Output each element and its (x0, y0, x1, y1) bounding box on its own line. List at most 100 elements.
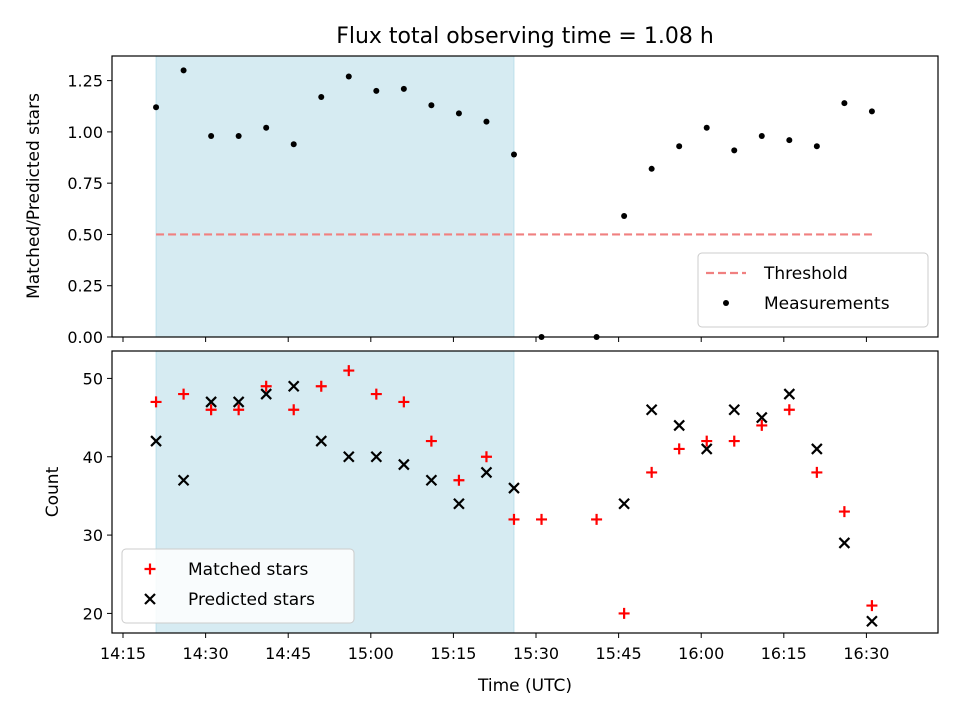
matched-stars-point (480, 451, 492, 463)
x-tick-label: 16:00 (678, 644, 724, 663)
matched-stars-point (591, 513, 603, 525)
predicted-stars-point (728, 403, 741, 416)
predicted-stars-point (232, 396, 245, 408)
top-y-tick-label: 1.25 (67, 72, 103, 91)
matched-stars-point (288, 404, 300, 416)
predicted-stars-point (315, 435, 328, 447)
x-tick-label: 15:00 (348, 644, 394, 663)
bottom-panel: 20 30 40 50 14:15 14:30 14:45 15:00 15:15 15:30 15… (83, 350, 939, 663)
matched-stars-point (233, 404, 245, 416)
x-tick-label: 16:30 (843, 644, 889, 663)
x-tick-label: 14:45 (265, 644, 311, 663)
predicted-stars-point (205, 396, 217, 408)
measurements-point (483, 118, 490, 125)
measurements-point (813, 143, 820, 150)
matched-stars-point (673, 443, 685, 455)
measurements-point (786, 137, 793, 144)
legend-matched-stars-swatch (144, 563, 156, 575)
matched-stars-point (811, 466, 823, 478)
matched-stars-point (343, 365, 355, 377)
legend-measurements-swatch (723, 300, 729, 306)
measurements-point (263, 124, 270, 131)
measurements-point (703, 124, 710, 131)
measurements-point (510, 151, 517, 158)
measurements-point (758, 132, 765, 139)
top-legend-box (697, 252, 929, 328)
top-y-axis-label: Matched/Predicted stars (24, 93, 44, 299)
predicted-stars-point (398, 458, 410, 471)
legend-label: Matched stars (188, 560, 308, 580)
matched-stars-point (508, 513, 520, 525)
predicted-stars-point (508, 482, 520, 494)
bottom-y-tick-label: 30 (83, 526, 103, 545)
x-tick-label: 15:15 (430, 644, 476, 663)
measurements-point (841, 100, 848, 107)
predicted-stars-point (343, 450, 355, 463)
bottom-y-tick-label: 50 (83, 369, 103, 388)
matched-stars-point (838, 506, 850, 518)
bottom-axes-frame (111, 350, 939, 634)
matched-stars-point (701, 435, 713, 447)
measurements-point (648, 165, 655, 172)
measurements-point (235, 132, 242, 139)
bottom-y-tick-label: 20 (83, 604, 103, 623)
top-y-tick-label: 0.75 (67, 174, 103, 193)
matched-stars-point (150, 396, 162, 408)
predicted-stars-point (425, 474, 438, 487)
chart-title: Flux total observing time = 1.08 h (336, 24, 714, 49)
measurements-point (593, 334, 600, 340)
measurements-point (318, 94, 325, 101)
predicted-stars-point (480, 466, 493, 479)
matched-stars-point (536, 513, 548, 525)
matched-stars-point (205, 404, 217, 416)
matched-stars-point (398, 396, 410, 408)
predicted-stars-point (700, 443, 713, 455)
top-y-tick-label: 0.50 (67, 225, 103, 244)
top-y-tick-label: 1.00 (67, 123, 103, 142)
measurements-point (676, 143, 683, 150)
matched-stars-point (178, 388, 190, 400)
matched-stars-point (783, 404, 795, 416)
legend-label: Threshold (763, 264, 848, 284)
x-axis-label: Time (UTC) (477, 676, 572, 696)
predicted-stars-point (618, 497, 630, 510)
predicted-stars-point (811, 443, 823, 455)
x-tick-label: 14:30 (183, 644, 229, 663)
measurements-point (428, 102, 435, 109)
measurements-point (538, 334, 545, 340)
bottom-y-tick-label: 40 (83, 448, 103, 467)
predicted-stars-point (177, 474, 190, 487)
matched-stars-point (756, 419, 768, 431)
measurements-point (290, 141, 297, 148)
predicted-stars-point (866, 615, 878, 628)
measurements-point (621, 212, 628, 219)
bottom-y-axis-label: Count (43, 466, 63, 517)
matched-stars-point (728, 435, 740, 447)
measurements-point (731, 147, 738, 154)
x-tick-label: 15:45 (596, 644, 642, 663)
measurements-point (455, 110, 462, 117)
x-tick-label: 14:15 (100, 644, 146, 663)
predicted-stars-point (150, 435, 162, 447)
measurements-point (345, 73, 352, 80)
matched-stars-point (260, 380, 272, 392)
measurements-point (153, 104, 160, 111)
legend-predicted-stars-swatch (144, 593, 156, 605)
predicted-stars-point (838, 537, 851, 549)
predicted-stars-point (287, 380, 300, 393)
measurements-point (868, 108, 875, 115)
top-shaded-interval (155, 55, 515, 338)
measurements-point (180, 67, 187, 74)
x-tick-label: 15:30 (513, 644, 559, 663)
predicted-stars-point (370, 450, 383, 463)
predicted-stars-point (645, 403, 658, 416)
matched-stars-point (646, 466, 658, 478)
predicted-stars-point (756, 411, 768, 424)
matched-stars-point (315, 380, 327, 392)
x-tick-label: 16:15 (761, 644, 807, 663)
predicted-stars-point (260, 388, 272, 400)
matched-stars-point (618, 607, 630, 619)
predicted-stars-point (453, 497, 465, 510)
legend-label: Predicted stars (188, 590, 315, 610)
